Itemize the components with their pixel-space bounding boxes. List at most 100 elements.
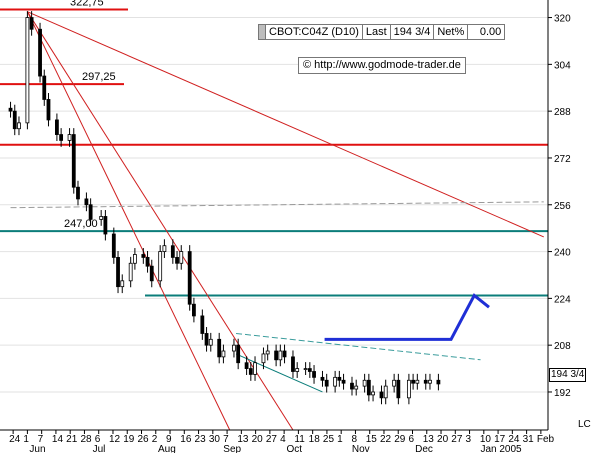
x-tick-label: 26: [138, 434, 150, 445]
price-bar-body: [406, 379, 411, 399]
x-tick-label: 25: [323, 434, 335, 445]
price-bar-body: [350, 382, 354, 390]
price-bar-body: [59, 134, 64, 141]
price-bar-body: [132, 254, 137, 264]
last-label: Last: [363, 25, 391, 39]
price-bar-body: [170, 245, 175, 258]
x-tick-label: 17: [494, 434, 506, 445]
price-bar-body: [428, 379, 432, 384]
price-bar-body: [141, 254, 146, 258]
price-bar-body: [67, 134, 72, 141]
x-tick-label: 28: [80, 434, 92, 445]
price-bar-body: [423, 379, 428, 384]
axes: [0, 0, 549, 431]
y-axis-ticks: 192 208 224 240 256 272 288 304 320: [548, 14, 571, 399]
y-tick-label: 304: [554, 60, 571, 71]
netpct-label: Net%: [434, 25, 469, 39]
price-bar-body: [179, 251, 184, 264]
price-bar-body: [149, 265, 154, 282]
copyright-notice[interactable]: © http://www.godmode-trader.de: [298, 57, 466, 74]
price-bar-body: [303, 368, 308, 370]
last-value: 194 3/4: [391, 25, 435, 39]
price-bar-body: [436, 379, 441, 385]
price-bars: [8, 11, 441, 405]
price-bar-body: [261, 353, 266, 364]
price-bar-body: [162, 245, 167, 252]
price-bar-body: [217, 338, 222, 358]
x-tick-label: 21: [66, 434, 78, 445]
level-label: 297,25: [82, 71, 116, 83]
projection: [324, 293, 490, 341]
price-bar-body: [392, 379, 397, 387]
x-tick-label: 7: [223, 434, 229, 445]
trendline: [26, 11, 231, 431]
last-price-tag: 194 3/4: [549, 368, 587, 382]
x-tick-label: 12: [109, 434, 121, 445]
y-tick-label: 256: [554, 201, 571, 212]
x-tick-label: 15: [366, 434, 378, 445]
price-bar-body: [116, 257, 120, 288]
price-bar-body: [341, 379, 346, 384]
x-tick-label: 4: [280, 434, 286, 445]
x-tick-label: 29: [394, 434, 406, 445]
x-tick-label: 9: [166, 434, 172, 445]
price-bar-body: [312, 371, 316, 378]
x-tick-label: 2: [152, 434, 158, 445]
x-tick-label: 1: [23, 434, 29, 445]
corner-label: LC: [578, 419, 591, 430]
price-bar-body: [8, 107, 13, 112]
price-bar-body: [354, 385, 359, 390]
x-tick-label: 14: [52, 434, 64, 445]
price-bar-body: [253, 362, 257, 375]
x-month-label: Jan 2005: [480, 444, 522, 453]
x-month-label: Sep: [223, 444, 241, 453]
trendline: [10, 201, 544, 209]
price-bar-body: [379, 391, 384, 399]
price-bar-body: [187, 251, 192, 305]
price-bar-body: [42, 75, 47, 100]
price-bar-body: [411, 379, 416, 384]
price-bar-body: [17, 122, 21, 130]
price-bar-body: [291, 356, 295, 372]
x-tick-label: 30: [209, 434, 221, 445]
x-tick-label: 7: [38, 434, 44, 445]
x-tick-label: 1: [337, 434, 343, 445]
y-tick-label: 192: [554, 388, 571, 399]
quote-info-box: CBOT:C04Z (D10) Last 194 3/4 Net% 0.00: [258, 24, 506, 40]
y-tick-label: 288: [554, 107, 571, 118]
price-bar-body: [415, 379, 420, 384]
price-bar-body: [248, 368, 253, 375]
price-bar-body: [366, 379, 371, 396]
x-tick-label: 22: [380, 434, 392, 445]
price-bar-body: [265, 350, 270, 355]
x-tick-label: 13: [237, 434, 249, 445]
trendline: [235, 353, 323, 393]
x-month-label: Nov: [352, 444, 370, 453]
x-tick-label: Feb: [537, 434, 555, 445]
price-bar-body: [12, 110, 17, 130]
price-bar-body: [204, 333, 209, 346]
x-tick-label: 3: [466, 434, 472, 445]
price-bar-body: [158, 251, 163, 282]
x-tick-label: 10: [480, 434, 492, 445]
x-tick-label: 6: [409, 434, 415, 445]
y-tick-label: 224: [554, 294, 571, 305]
y-tick-label: 320: [554, 14, 571, 25]
x-tick-label: 24: [508, 434, 520, 445]
price-bar-body: [55, 119, 59, 135]
level-label: 247,00: [64, 218, 98, 230]
price-bar-body: [396, 379, 401, 399]
price-bar-body: [324, 379, 329, 387]
x-tick-label: 19: [123, 434, 135, 445]
x-tick-label: 6: [95, 434, 101, 445]
price-bar-body: [111, 233, 116, 258]
price-bar-body: [232, 344, 236, 352]
price-bar-body: [221, 350, 226, 358]
level-label: 322,75: [70, 0, 104, 9]
info-swatch: [259, 25, 266, 39]
x-month-label: Jun: [29, 444, 45, 453]
x-month-label: Dec: [415, 444, 433, 453]
trendline: [27, 11, 544, 238]
price-bar-body: [337, 376, 342, 381]
